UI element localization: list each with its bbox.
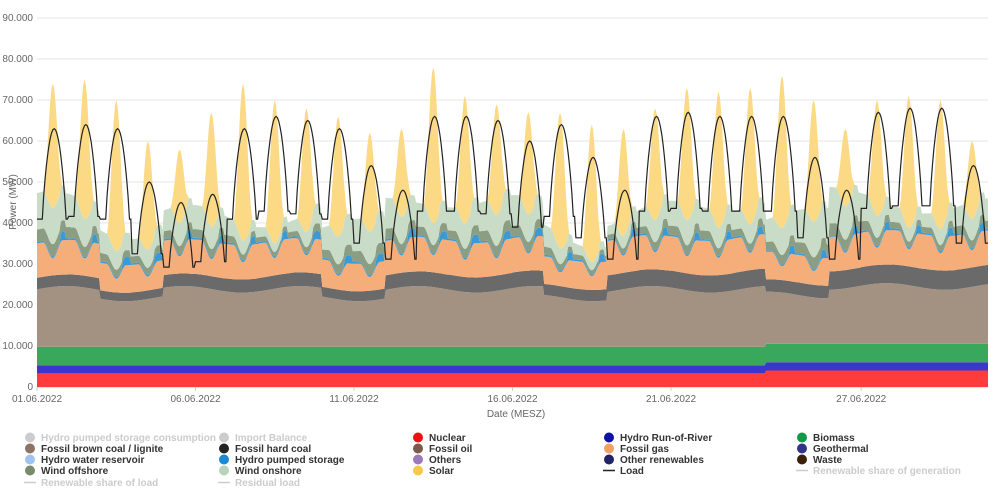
y-tick-label: 10.000 — [2, 341, 33, 352]
legend-label: Biomass — [813, 433, 855, 444]
series-area-wind-onshore[interactable] — [37, 184, 988, 271]
y-tick-label: 40.000 — [2, 218, 33, 229]
legend-item-geothermal[interactable]: Geothermal — [797, 443, 869, 456]
series-area-fossil-hard-coal[interactable] — [37, 264, 988, 302]
x-tick-label: 16.06.2022 — [487, 394, 537, 405]
legend-label: Geothermal — [813, 444, 869, 455]
legend-item-import-balance[interactable]: Import Balance — [219, 432, 308, 445]
legend-item-wind-offshore[interactable]: Wind offshore — [25, 465, 109, 478]
y-axis-title: Power (MW) — [8, 174, 19, 230]
y-tick-label: 20.000 — [2, 300, 33, 311]
legend-marker — [413, 454, 423, 465]
legend-item-renewable-share-of-generation[interactable]: Renewable share of generation — [796, 466, 961, 477]
legend-label: Load — [620, 466, 644, 477]
series-area-solar[interactable] — [37, 67, 988, 263]
legend-marker — [219, 432, 229, 443]
legend-label: Fossil gas — [620, 444, 669, 455]
series-area-fossil-gas[interactable] — [37, 230, 988, 293]
x-axis-title: Date (MESZ) — [487, 409, 545, 420]
x-tick-label: 27.06.2022 — [836, 394, 886, 405]
legend-item-fossil-oil[interactable]: Fossil oil — [413, 443, 473, 456]
legend-label: Wind onshore — [235, 466, 302, 477]
legend-marker — [25, 454, 35, 465]
x-tick-label: 01.06.2022 — [12, 394, 62, 405]
legend-marker — [797, 454, 807, 465]
y-tick-label: 60.000 — [2, 136, 33, 147]
legend-marker — [413, 443, 423, 454]
legend-item-fossil-hard-coal[interactable]: Fossil hard coal — [219, 443, 311, 456]
legend-label: Renewable share of generation — [813, 466, 961, 477]
load-line[interactable] — [37, 107, 988, 268]
legend-label: Residual load — [235, 478, 300, 489]
legend-item-renewable-share-of-load[interactable]: Renewable share of load — [24, 478, 158, 489]
legend-marker — [25, 443, 35, 454]
legend-item-biomass[interactable]: Biomass — [797, 432, 855, 445]
y-tick-label: 50.000 — [2, 177, 33, 188]
legend-label: Waste — [813, 455, 843, 466]
legend-label: Wind offshore — [41, 466, 109, 477]
legend-item-hydro-run-of-river[interactable]: Hydro Run-of-River — [604, 432, 712, 445]
legend-label: Hydro pumped storage — [235, 455, 345, 466]
legend-label: Nuclear — [429, 433, 466, 444]
legend-item-waste[interactable]: Waste — [797, 454, 843, 467]
legend-item-load[interactable]: Load — [603, 466, 644, 477]
legend-item-hydro-pumped-storage[interactable]: Hydro pumped storage — [219, 454, 345, 467]
legend-marker — [25, 465, 35, 476]
x-tick-label: 06.06.2022 — [170, 394, 220, 405]
legend-label: Hydro water reservoir — [41, 455, 144, 466]
legend-label: Other renewables — [620, 455, 704, 466]
legend-label: Fossil oil — [429, 444, 473, 455]
legend-item-nuclear[interactable]: Nuclear — [413, 432, 466, 445]
series-area-hydro-run-of-river[interactable] — [37, 362, 988, 374]
legend-item-residual-load[interactable]: Residual load — [218, 478, 300, 489]
legend-item-hydro-pumped-storage-consumption[interactable]: Hydro pumped storage consumption — [25, 432, 216, 445]
y-tick-label: 30.000 — [2, 259, 33, 270]
legend-marker — [219, 454, 229, 465]
legend-item-hydro-water-reservoir[interactable]: Hydro water reservoir — [25, 454, 144, 467]
legend-item-solar[interactable]: Solar — [413, 465, 454, 478]
legend-marker — [413, 465, 423, 476]
legend-label: Hydro pumped storage consumption — [41, 433, 216, 444]
legend-label: Renewable share of load — [41, 478, 158, 489]
series-line-load[interactable] — [37, 107, 988, 268]
legend-label: Fossil hard coal — [235, 444, 311, 455]
y-tick-label: 80.000 — [2, 54, 33, 65]
legend-item-other-renewables[interactable]: Other renewables — [604, 454, 704, 467]
legend-item-fossil-brown-coal-lignite[interactable]: Fossil brown coal / lignite — [25, 443, 164, 456]
legend-marker — [25, 432, 35, 443]
legend-marker — [797, 432, 807, 443]
y-tick-label: 0 — [27, 382, 33, 393]
legend-marker — [604, 454, 614, 465]
series-area-fossil-brown-coal-lignite[interactable] — [37, 283, 988, 347]
y-tick-label: 70.000 — [2, 95, 33, 106]
y-tick-label: 90.000 — [2, 13, 33, 24]
legend-label: Solar — [429, 466, 454, 477]
series-area-biomass[interactable] — [37, 343, 988, 366]
legend-item-others[interactable]: Others — [413, 454, 462, 467]
legend-item-wind-onshore[interactable]: Wind onshore — [219, 465, 302, 478]
legend-marker — [413, 432, 423, 443]
legend-marker — [797, 443, 807, 454]
legend-marker — [604, 443, 614, 454]
legend-marker — [604, 432, 614, 443]
legend: Hydro pumped storage consumption Import B… — [24, 432, 961, 489]
legend-marker — [219, 443, 229, 454]
series-area-nuclear[interactable] — [37, 370, 988, 388]
x-tick-label: 21.06.2022 — [646, 394, 696, 405]
axes: 0 10.000 20.000 30.000 40.000 50.000 60.000 70.… — [2, 13, 886, 405]
x-tick-label: 11.06.2022 — [329, 394, 379, 405]
legend-label: Import Balance — [235, 433, 308, 444]
legend-label: Hydro Run-of-River — [620, 433, 712, 444]
legend-label: Fossil brown coal / lignite — [41, 444, 164, 455]
stacked-areas[interactable] — [37, 67, 988, 387]
legend-label: Others — [429, 455, 462, 466]
legend-item-fossil-gas[interactable]: Fossil gas — [604, 443, 669, 456]
legend-marker — [219, 465, 229, 476]
